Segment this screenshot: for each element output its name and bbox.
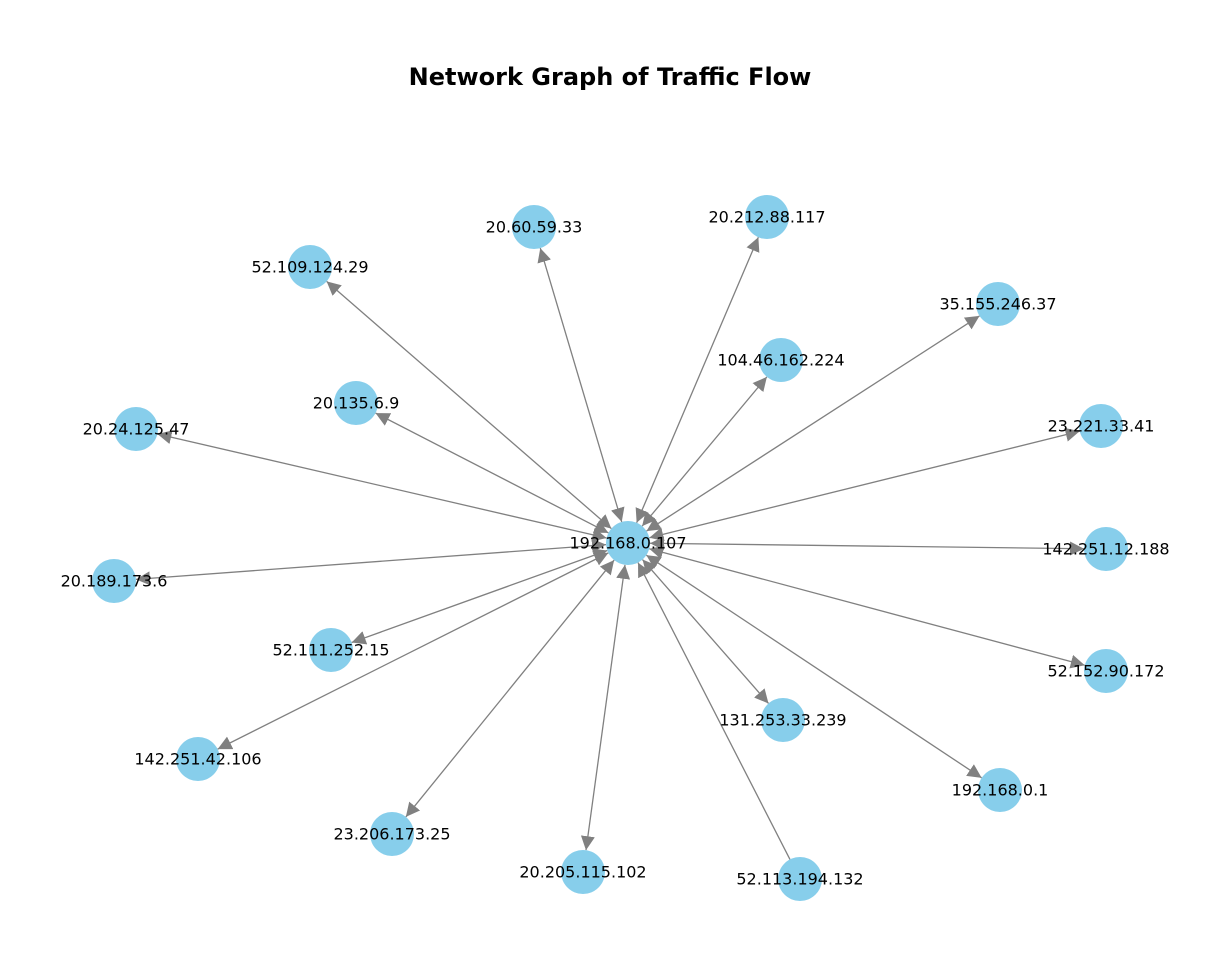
node-label-20-135-6-9: 20.135.6.9 [313, 394, 400, 413]
node-label-142-251-12-188: 142.251.12.188 [1042, 540, 1169, 559]
node-label-52-109-124-29: 52.109.124.29 [251, 258, 368, 277]
node-52-152-90-172 [1084, 649, 1128, 693]
nodes-layer [92, 195, 1128, 901]
node-label-192-168-0-1: 192.168.0.1 [952, 781, 1049, 800]
edge-192-168-0-107-to-131-253-33-239 [642, 559, 769, 704]
node-23-221-33-41 [1079, 404, 1123, 448]
node-20-205-115-102 [561, 850, 605, 894]
node-142-251-42-106 [176, 737, 220, 781]
labels-layer: 192.168.0.107 20.60.59.33 20.212.88.117 52.… [61, 208, 1170, 889]
node-20-189-173-6 [92, 559, 136, 603]
graph-title: Network Graph of Traffic Flow [409, 63, 812, 91]
node-52-113-194-132 [778, 857, 822, 901]
node-35-155-246-37 [976, 282, 1020, 326]
edge-192-168-0-107-to-20-189-173-6 [135, 538, 607, 586]
edge-192-168-0-107-to-23-221-33-41 [649, 427, 1080, 542]
node-20-24-125-47 [114, 407, 158, 451]
node-192-168-0-107 [606, 521, 650, 565]
node-52-109-124-29 [288, 245, 332, 289]
node-20-60-59-33 [512, 205, 556, 249]
node-104-46-162-224 [759, 338, 803, 382]
node-23-206-173-25 [370, 812, 414, 856]
edge-192-168-0-107-to-192-168-0-1 [645, 554, 983, 779]
edge-192-168-0-107-to-20-212-88-117 [635, 236, 760, 524]
edge-192-168-0-107-to-20-135-6-9 [375, 412, 609, 534]
edges-layer [135, 236, 1085, 860]
node-192-168-0-1 [978, 768, 1022, 812]
edge-192-168-0-107-to-23-206-173-25 [405, 559, 615, 818]
node-label-52-152-90-172: 52.152.90.172 [1047, 662, 1164, 681]
edge-192-168-0-107-to-52-152-90-172 [649, 545, 1085, 669]
edge-192-168-0-107-to-20-60-59-33 [537, 247, 625, 523]
node-52-111-252-15 [309, 628, 353, 672]
edge-192-168-0-107-to-52-111-252-15 [351, 548, 608, 645]
node-20-212-88-117 [745, 195, 789, 239]
edge-192-168-0-107-to-104-46-162-224 [641, 376, 768, 527]
node-label-20-24-125-47: 20.24.125.47 [83, 420, 190, 439]
node-131-253-33-239 [761, 698, 805, 742]
edge-192-168-0-107-to-35-155-246-37 [646, 315, 980, 532]
node-label-142-251-42-106: 142.251.42.106 [134, 750, 261, 769]
node-label-23-206-173-25: 23.206.173.25 [333, 825, 450, 844]
node-label-52-111-252-15: 52.111.252.15 [272, 641, 389, 660]
node-label-35-155-246-37: 35.155.246.37 [939, 295, 1056, 314]
edge-192-168-0-107-to-142-251-12-188 [649, 536, 1085, 556]
node-label-20-205-115-102: 20.205.115.102 [519, 863, 646, 882]
node-label-104-46-162-224: 104.46.162.224 [717, 351, 844, 370]
node-label-131-253-33-239: 131.253.33.239 [719, 711, 846, 730]
node-142-251-12-188 [1084, 527, 1128, 571]
node-label-20-212-88-117: 20.212.88.117 [708, 208, 825, 227]
edge-52-113-194-132-to-192-168-0-107 [637, 562, 791, 860]
node-20-135-6-9 [334, 381, 378, 425]
edge-192-168-0-107-to-20-24-125-47 [157, 430, 607, 542]
edge-192-168-0-107-to-20-205-115-102 [580, 564, 631, 851]
node-label-52-113-194-132: 52.113.194.132 [736, 870, 863, 889]
node-label-23-221-33-41: 23.221.33.41 [1048, 417, 1155, 436]
node-label-192-168-0-107: 192.168.0.107 [569, 534, 686, 553]
node-label-20-189-173-6: 20.189.173.6 [61, 572, 168, 591]
node-label-20-60-59-33: 20.60.59.33 [486, 218, 583, 237]
